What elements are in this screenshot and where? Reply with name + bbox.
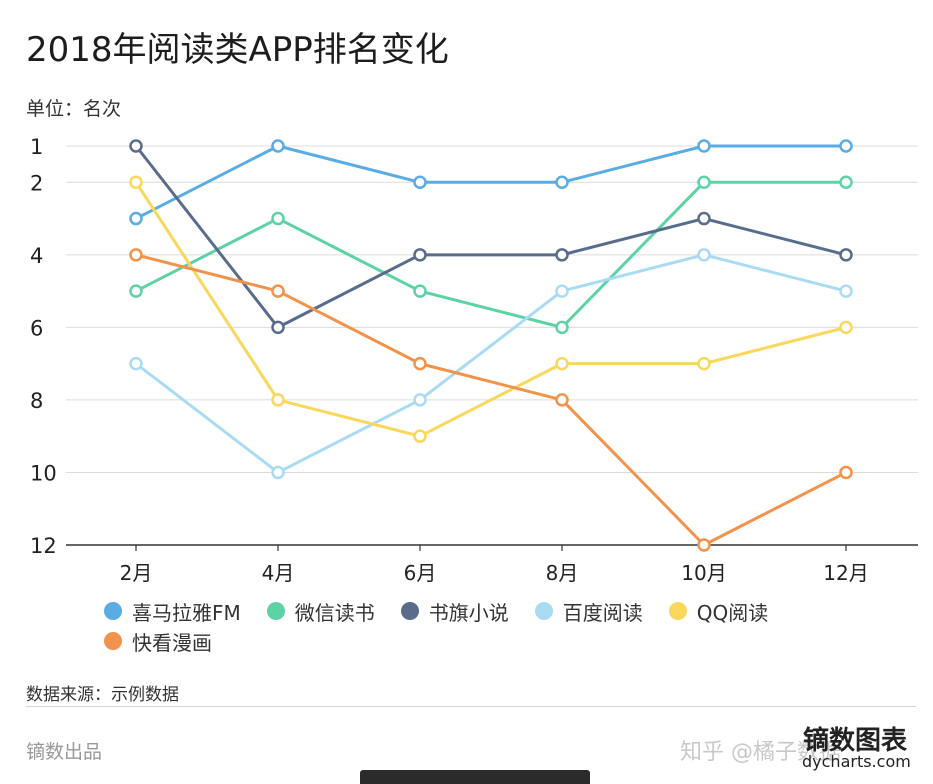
legend-item[interactable]: 微信读书 xyxy=(266,596,375,626)
data-point[interactable] xyxy=(271,465,285,480)
data-point[interactable] xyxy=(697,538,711,552)
data-point[interactable] xyxy=(839,175,853,190)
series-line-4 xyxy=(134,181,847,438)
data-point[interactable] xyxy=(129,356,143,371)
data-point[interactable] xyxy=(271,393,285,407)
data-point[interactable] xyxy=(413,356,427,371)
y-axis-unit-label: 单位：名次 xyxy=(26,98,122,120)
chart-title: 2018年阅读类APP排名变化 xyxy=(26,30,449,70)
data-point[interactable] xyxy=(839,465,853,480)
legend-item[interactable]: QQ阅读 xyxy=(668,596,769,626)
data-point[interactable] xyxy=(697,139,711,153)
legend-label: 快看漫画 xyxy=(132,630,212,655)
x-tick-label: 6月 xyxy=(404,561,437,585)
y-tick-label: 1 xyxy=(30,135,43,159)
data-point[interactable] xyxy=(413,248,427,262)
data-point[interactable] xyxy=(555,356,569,371)
data-point[interactable] xyxy=(413,429,427,443)
series-points xyxy=(129,139,853,552)
x-tick-label: 12月 xyxy=(823,561,868,585)
data-source: 数据来源：示例数据 xyxy=(26,685,179,705)
data-point[interactable] xyxy=(839,248,853,262)
legend-swatch xyxy=(266,602,285,620)
data-point[interactable] xyxy=(129,284,143,298)
data-point[interactable] xyxy=(839,320,853,335)
legend-item[interactable]: 喜马拉雅FM xyxy=(104,596,241,626)
data-point[interactable] xyxy=(839,284,853,298)
data-point[interactable] xyxy=(129,175,143,190)
footer-credit: 镝数出品 xyxy=(26,741,103,763)
data-point[interactable] xyxy=(271,211,285,226)
legend-item[interactable]: 百度阅读 xyxy=(534,596,643,626)
y-tick-label: 10 xyxy=(30,461,57,485)
legend-label: 百度阅读 xyxy=(562,600,643,625)
data-point[interactable] xyxy=(413,284,427,298)
legend-swatch xyxy=(104,602,122,620)
legend-label: 书旗小说 xyxy=(428,600,509,625)
data-point[interactable] xyxy=(555,248,569,262)
x-tick-label: 8月 xyxy=(546,561,579,585)
floating-toolbar[interactable] xyxy=(360,770,590,784)
y-tick-label: 6 xyxy=(30,316,43,340)
footer-divider xyxy=(26,706,916,707)
data-point[interactable] xyxy=(413,175,427,190)
y-tick-label: 2 xyxy=(30,171,43,195)
brand-domain: dycharts.com xyxy=(802,752,911,771)
series-line-5 xyxy=(135,253,847,547)
data-point[interactable] xyxy=(555,320,569,335)
legend-label: 喜马拉雅FM xyxy=(132,600,241,625)
y-tick-label: 12 xyxy=(30,534,57,558)
series-lines xyxy=(134,144,847,547)
legend-label: 微信读书 xyxy=(294,600,375,625)
data-point[interactable] xyxy=(129,248,143,262)
series-line-2 xyxy=(134,145,847,329)
x-tick-label: 10月 xyxy=(681,561,726,585)
watermark-zhihu: 知乎 @橘子数据 xyxy=(680,740,841,765)
brand-logo: 镝数图表 xyxy=(803,726,908,756)
data-point[interactable] xyxy=(413,393,427,407)
legend-item[interactable]: 书旗小说 xyxy=(400,596,509,626)
data-point[interactable] xyxy=(271,284,285,298)
legend-label: QQ阅读 xyxy=(696,600,769,625)
y-tick-label: 8 xyxy=(30,389,43,413)
legend-item[interactable]: 快看漫画 xyxy=(104,626,212,656)
data-point[interactable] xyxy=(271,139,285,153)
data-point[interactable] xyxy=(555,284,569,298)
data-point[interactable] xyxy=(839,139,853,153)
series-line-0 xyxy=(135,144,846,220)
series-line-3 xyxy=(135,253,847,474)
series-line-1 xyxy=(135,180,846,329)
data-point[interactable] xyxy=(697,356,711,371)
data-point[interactable] xyxy=(129,139,143,153)
legend: 喜马拉雅FM 微信读书 书旗小说 百度阅读 QQ阅读快看漫画 xyxy=(104,596,884,656)
legend-swatch xyxy=(400,602,419,620)
x-tick-label: 2月 xyxy=(120,561,153,585)
data-point[interactable] xyxy=(697,175,711,190)
x-axis: 2月 4月 6月 8月 10月 12月 xyxy=(66,544,918,585)
x-tick-label: 4月 xyxy=(262,561,295,585)
data-point[interactable] xyxy=(697,211,711,226)
data-point[interactable] xyxy=(271,320,285,335)
legend-swatch xyxy=(104,632,122,650)
legend-swatch xyxy=(534,602,553,620)
data-point[interactable] xyxy=(697,248,711,262)
data-point[interactable] xyxy=(555,175,569,190)
y-tick-label: 4 xyxy=(30,244,43,268)
data-point[interactable] xyxy=(129,211,143,226)
data-point[interactable] xyxy=(555,393,569,407)
legend-swatch xyxy=(668,602,687,620)
